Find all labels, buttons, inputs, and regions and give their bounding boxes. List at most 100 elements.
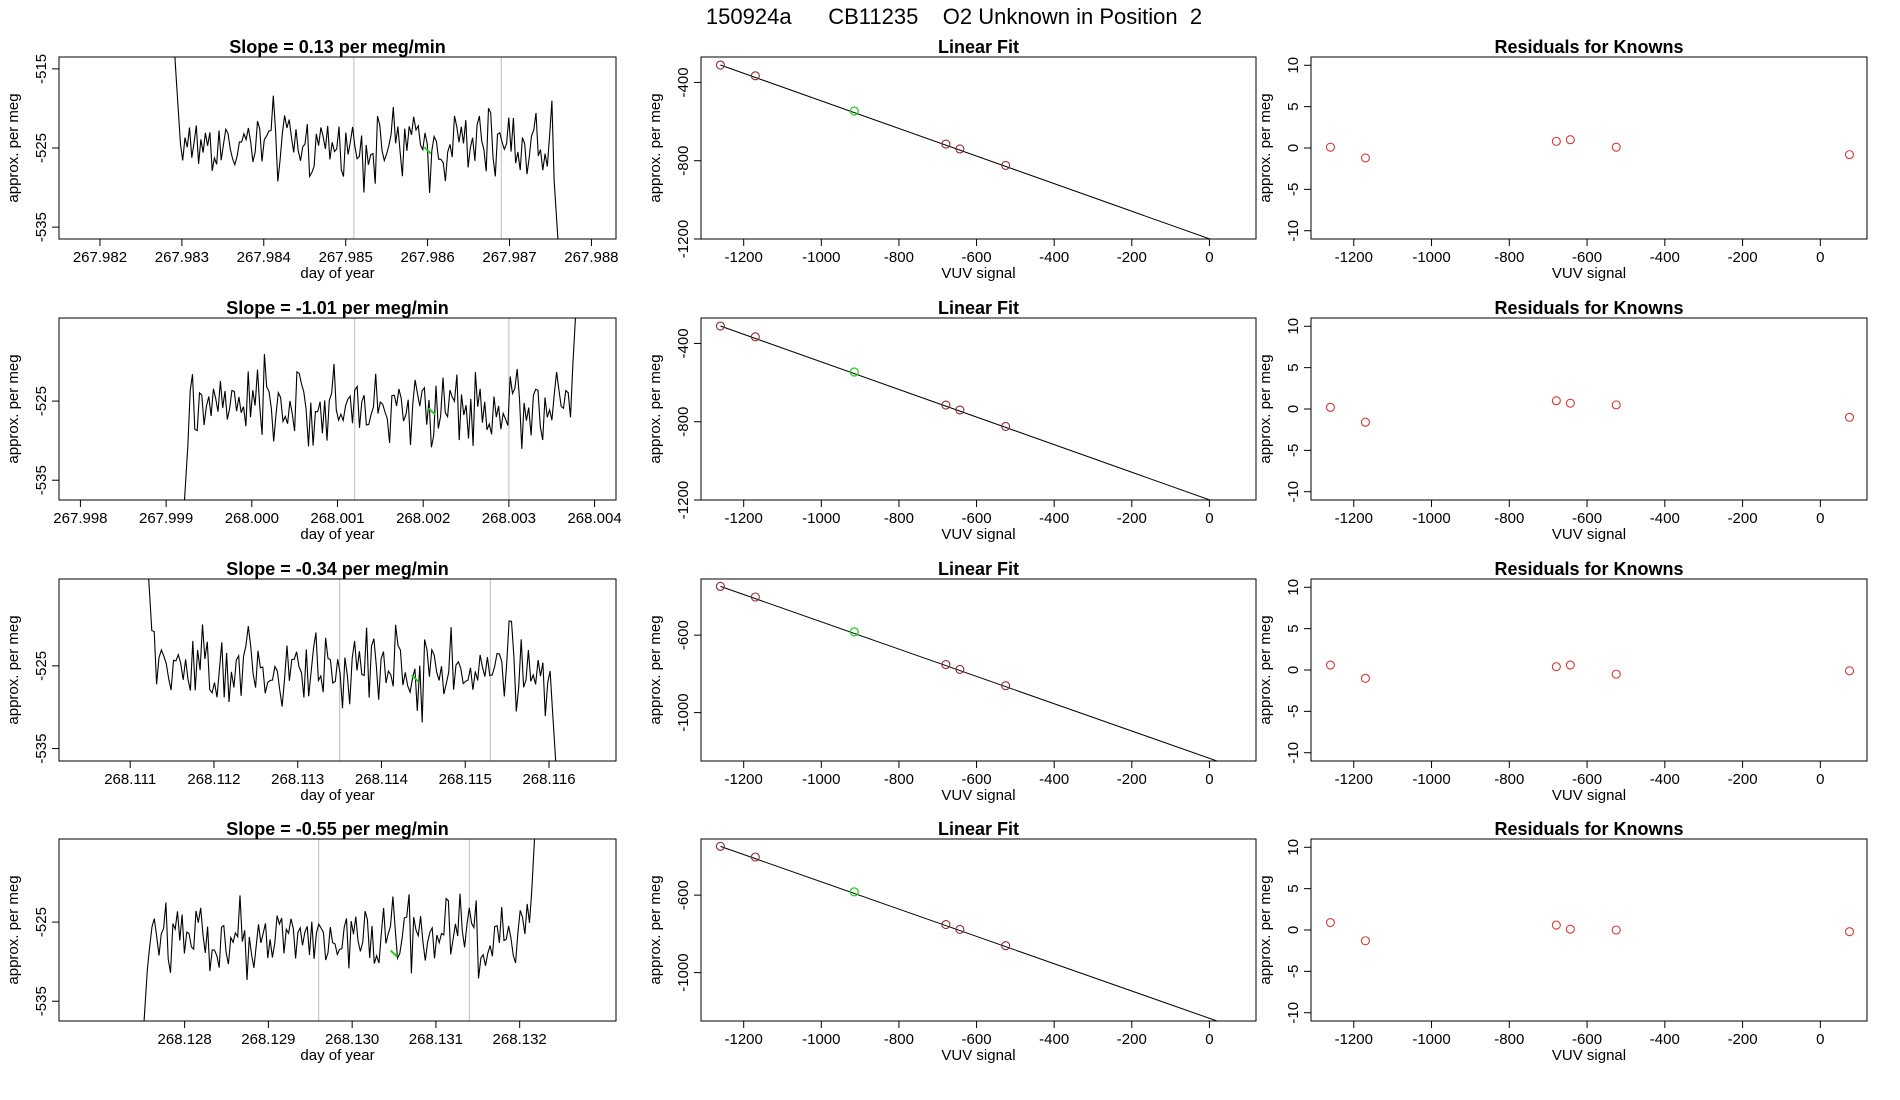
x-tick-label: -600 [962,771,992,788]
y-tick-label: -800 [675,407,692,437]
panel-title: Linear Fit [938,819,1019,839]
fit-line [720,845,1219,1021]
x-tick-label: -1000 [802,771,840,788]
known-standard-point [1001,681,1011,691]
unknown-point [849,887,859,897]
y-tick-label: 0 [1285,405,1302,413]
x-axis-label: VUV signal [1552,787,1626,804]
x-tick-label: -1200 [1335,771,1373,788]
x-tick-label: 0 [1205,771,1213,788]
fit-line [720,325,1212,500]
residual-point [1325,918,1335,928]
x-tick-label: -1200 [725,249,763,266]
x-tick-label: 268.000 [225,510,279,527]
x-tick-label: -1000 [802,510,840,527]
x-tick-label: -200 [1117,510,1147,527]
known-standard-point [941,660,951,670]
plot-area [148,579,557,761]
y-tick-label: -525 [33,133,50,163]
x-tick-label: 267.982 [73,249,127,266]
x-axis-label: VUV signal [941,1047,1015,1064]
y-tick-label: -10 [1285,1002,1302,1024]
known-standard-point [955,405,965,415]
plot-area [143,839,536,1021]
residual-point [1325,660,1335,670]
residual-point [1844,666,1855,676]
x-tick-label: -1000 [1412,771,1450,788]
x-tick-label: 0 [1816,249,1824,266]
known-standard-point [750,852,760,862]
y-tick-label: -1200 [675,481,692,519]
x-tick-label: -400 [1650,1031,1680,1048]
panel-timeseries-row2: Slope = -1.01 per meg/min 267.998 267.999 2… [5,298,622,543]
y-tick-label: 5 [1285,363,1302,371]
signal-trace [148,579,557,761]
plot-frame [1310,838,1868,1022]
y-tick-label: -1000 [675,693,692,731]
x-tick-label: 267.999 [139,510,193,527]
x-tick-label: -1000 [802,1031,840,1048]
x-axis-label: VUV signal [1552,265,1626,282]
panel-title: Slope = -1.01 per meg/min [226,298,449,318]
y-tick-label: 0 [1285,144,1302,152]
y-tick-label: -10 [1285,481,1302,503]
x-tick-label: -800 [884,249,914,266]
x-tick-label: -600 [962,249,992,266]
signal-trace [174,57,559,239]
x-tick-label: -800 [1494,510,1524,527]
plot-frame [1310,317,1868,501]
x-tick-label: 268.004 [567,510,621,527]
residual-point [1565,135,1575,145]
known-standard-point [955,144,965,154]
plot-area [1325,396,1855,427]
x-tick-label: -400 [1650,510,1680,527]
panel-title: Residuals for Knowns [1494,819,1683,839]
y-axis-label: approx. per meg [647,354,664,463]
y-tick-label: 0 [1285,666,1302,674]
x-tick-label: -600 [1572,510,1602,527]
panel-timeseries-row1: Slope = 0.13 per meg/min 267.982 267.983 26… [5,37,619,282]
x-tick-label: 0 [1816,510,1824,527]
residual-point [1844,150,1855,160]
y-tick-label: -600 [675,620,692,650]
x-tick-label: 267.984 [237,249,291,266]
y-tick-label: -800 [675,146,692,176]
panel-linear_fit-row1: Linear Fit -1200 -1000 -800 -600 -400 -200 0 -40… [647,37,1257,282]
panel-residuals-row1: Residuals for Knowns-1200 -1000 -800 -600 -4… [1257,37,1868,282]
x-tick-label: 267.998 [53,510,107,527]
y-tick-label: -525 [33,651,50,681]
residual-point [1325,402,1335,412]
unknown-segment [390,949,399,958]
y-axis-label: approx. per meg [5,615,22,724]
residual-point [1360,417,1370,427]
plot-frame [58,56,617,240]
y-tick-label: -535 [33,465,50,495]
unknown-point [849,627,859,637]
x-tick-label: -600 [1572,771,1602,788]
plot-area [1325,135,1855,163]
residual-point [1611,669,1621,679]
plot-frame [700,578,1257,762]
x-tick-label: 0 [1205,249,1213,266]
plot-frame [58,578,617,762]
residual-point [1551,396,1561,406]
known-standard-point [1235,245,1243,253]
x-tick-label: -200 [1117,249,1147,266]
known-standard-point [1235,1025,1243,1033]
y-tick-label: -1000 [675,953,692,991]
y-tick-label: -535 [33,212,50,242]
x-tick-label: -1200 [725,510,763,527]
known-standard-point [715,841,725,851]
known-standard-point [715,581,725,591]
plot-area [183,318,576,500]
x-axis-label: VUV signal [941,265,1015,282]
x-tick-label: -800 [1494,1031,1524,1048]
x-tick-label: 268.130 [325,1031,379,1048]
x-tick-label: 268.112 [187,771,240,788]
plot-area [715,60,1243,253]
x-tick-label: -1000 [1412,510,1450,527]
x-tick-label: -1200 [725,771,763,788]
y-axis-label: approx. per meg [647,615,664,724]
x-tick-label: 267.988 [564,249,618,266]
